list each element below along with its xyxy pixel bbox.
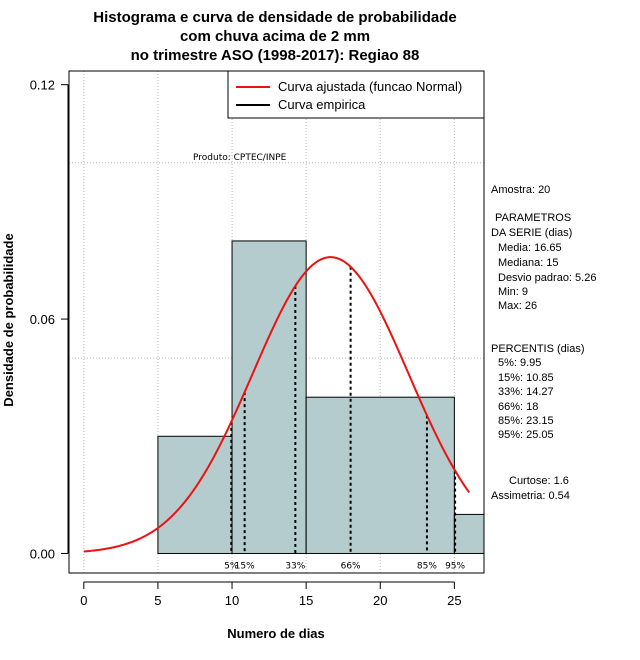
y-tick-label: 0.06: [30, 312, 55, 327]
stats-median: Mediana: 15: [498, 257, 559, 269]
stats-p66: 66%: 18: [498, 401, 538, 413]
x-axis-title: Numero de dias: [227, 626, 325, 641]
chart-title-line-2: com chuva acima de 2 mm: [180, 28, 370, 45]
percentile-label: 15%: [235, 561, 255, 571]
histogram-bar: [305, 396, 455, 554]
percentile-label: 5%: [224, 561, 239, 571]
x-tick-label: 5: [154, 593, 161, 608]
histogram-bar: [231, 240, 307, 554]
stats-percentiles-heading: PERCENTIS (dias): [491, 343, 585, 355]
y-tick-label: 0.12: [30, 78, 55, 93]
stats-kurtosis: Curtose: 1.6: [509, 475, 569, 487]
y-axis-title: Densidade de probabilidade: [1, 233, 16, 406]
x-tick-label: 20: [373, 593, 387, 608]
chart-title-line-3: no trimestre ASO (1998-2017): Regiao 88: [131, 47, 420, 64]
stats-max: Max: 26: [498, 300, 537, 312]
stats-panel: Amostra: 20 PARAMETROS DA SERIE (dias) M…: [491, 184, 596, 502]
x-tick-label: 10: [225, 593, 239, 608]
percentile-markers: 5%15% 33% 66% 85% 95%: [224, 266, 466, 571]
percentile-label: 95%: [445, 561, 465, 571]
stats-p85: 85%: 23.15: [498, 415, 554, 427]
percentile-label: 33%: [285, 561, 305, 571]
legend-label-empirical: Curva empirica: [278, 97, 366, 112]
normal-curve: [83, 256, 470, 553]
stats-params-subheading: DA SERIE (dias): [491, 227, 572, 239]
x-tick-label: 25: [447, 593, 461, 608]
stats-p5: 5%: 9.95: [498, 357, 541, 369]
legend-label-fit: Curva ajustada (funcao Normal): [278, 79, 462, 94]
stats-mean: Media: 16.65: [498, 242, 562, 254]
legend: Curva ajustada (funcao Normal) Curva emp…: [227, 70, 485, 119]
stats-sample: Amostra: 20: [491, 184, 550, 196]
stats-p95: 95%: 25.05: [498, 429, 554, 441]
stats-params-heading: PARAMETROS: [495, 212, 571, 224]
histogram-bar: [157, 435, 233, 554]
y-tick-label: 0.00: [30, 546, 55, 561]
stats-p33: 33%: 14.27: [498, 386, 554, 398]
y-axis: 0.00 0.06 0.12: [30, 78, 69, 561]
watermark-label: Produto: CPTEC/INPE: [193, 153, 287, 163]
stats-p15: 15%: 10.85: [498, 372, 554, 384]
chart-title-line-1: Histograma e curva de densidade de proba…: [93, 9, 456, 26]
percentile-label: 85%: [417, 561, 437, 571]
x-tick-label: 0: [80, 593, 87, 608]
histogram-bar: [453, 513, 485, 554]
stats-min: Min: 9: [498, 286, 528, 298]
x-tick-label: 15: [299, 593, 313, 608]
histogram-bars: [157, 240, 485, 554]
stats-skewness: Assimetria: 0.54: [491, 490, 570, 502]
legend-box: [227, 70, 485, 119]
stats-sd: Desvio padrao: 5.26: [498, 272, 596, 284]
x-axis: 0 5 10 15 20 25: [80, 581, 462, 608]
percentile-label: 66%: [341, 561, 361, 571]
